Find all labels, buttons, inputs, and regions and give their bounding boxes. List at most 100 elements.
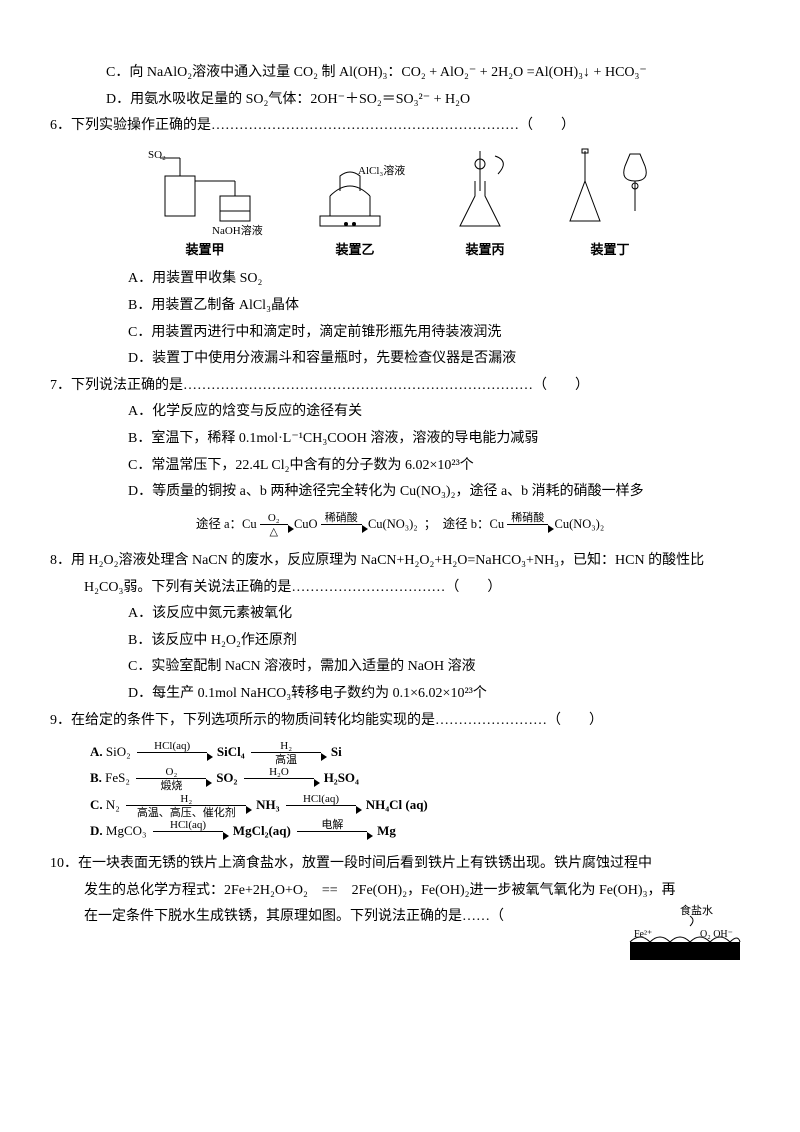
- rx-c-tag: C.: [90, 797, 103, 812]
- q8-opt-a: A．该反应中氮元素被氧化: [50, 601, 750, 628]
- rx-a-tag: A.: [90, 744, 103, 759]
- rx-d-a2-top: 电解: [297, 819, 367, 832]
- rx-d-tag: D.: [90, 823, 103, 838]
- route-a-end: Cu(NO₃)₂: [368, 517, 418, 531]
- q7-route: 途径 a：Cu O₂ △ CuO 稀硝酸 Cu(NO₃)₂ ； 途径 b：Cu …: [50, 512, 750, 538]
- naoh-label: NaOH溶液: [212, 223, 263, 236]
- q6-stem: 6．下列实验操作正确的是…………………………………………………………（ ）: [50, 113, 750, 140]
- rx-d-a2-bot: [297, 832, 367, 845]
- rx-b-arrow1: O₂ 煅烧: [136, 766, 206, 792]
- rx-c-arrow1: H₂ 高温、高压、催化剂: [126, 793, 246, 819]
- q8-opt-b: B．该反应中 H₂O₂作还原剂: [50, 628, 750, 655]
- route-b-arrow-bot: [507, 525, 548, 538]
- route-a-pre: 途径 a：Cu: [196, 517, 257, 531]
- rx-a-arrow2: H₂ 高温: [251, 740, 321, 766]
- route-sep: ；: [424, 517, 437, 531]
- rx-d-arrow2: 电解: [297, 819, 367, 845]
- rx-d-arrow1: HCl(aq): [153, 819, 223, 845]
- q8-stem-l1: 8．用 H₂O₂溶液处理含 NaCN 的废水，反应原理为 NaCN+H₂O₂+H…: [50, 548, 750, 575]
- q8-opt-d: D．每生产 0.1mol NaHCO₃转移电子数约为 0.1×6.02×10²³…: [50, 681, 750, 708]
- rx-c-a2-bot: [286, 806, 356, 819]
- rx-c-a1-bot: 高温、高压、催化剂: [126, 806, 246, 819]
- q6-fig-yi: AlCl₃溶液 装置乙: [300, 146, 410, 263]
- rx-c-end: NH₄Cl (aq): [366, 797, 428, 812]
- rx-b-a1-bot: 煅烧: [136, 779, 206, 792]
- fig-label-bing: 装置丙: [440, 238, 530, 263]
- route-a-arrow1-top: O₂: [260, 512, 288, 525]
- route-a-arrow2-bot: [321, 525, 362, 538]
- q6-opt-a: A．用装置甲收集 SO₂: [50, 266, 750, 293]
- rx-d-end: Mg: [377, 823, 396, 838]
- fig-label-ding: 装置丁: [560, 238, 660, 263]
- rx-b-start: FeS₂: [105, 770, 130, 785]
- apparatus-ding-svg: [560, 146, 660, 236]
- rx-a-a2-bot: 高温: [251, 753, 321, 766]
- q6-opt-d: D．装置丁中使用分液漏斗和容量瓶时，先要检查仪器是否漏液: [50, 346, 750, 373]
- q9-stem: 9．在给定的条件下，下列选项所示的物质间转化均能实现的是……………………（ ）: [50, 708, 750, 735]
- q6-fig-bing: 装置丙: [440, 146, 530, 263]
- route-b-arrow: 稀硝酸: [507, 512, 548, 538]
- route-a-arrow2-top: 稀硝酸: [321, 512, 362, 525]
- rx-b-end: H₂SO₄: [324, 770, 359, 785]
- q9-rx-c: C. N₂ H₂ 高温、高压、催化剂 NH₃ HCl(aq) NH₄Cl (aq…: [90, 793, 750, 819]
- rx-b-mid: SO₂: [216, 770, 237, 785]
- rx-c-mid: NH₃: [256, 797, 279, 812]
- rx-a-end: Si: [331, 744, 342, 759]
- q7-stem: 7．下列说法正确的是…………………………………………………………………（ ）: [50, 373, 750, 400]
- q8-stem-l2: H₂CO₃弱。下列有关说法正确的是……………………………（ ）: [50, 575, 750, 602]
- saltwater-diagram: 食盐水 Fe²⁺ O₂ OH⁻: [620, 904, 750, 964]
- q7-opt-b: B．室温下，稀释 0.1mol·L⁻¹CH₃COOH 溶液，溶液的导电能力减弱: [50, 426, 750, 453]
- option-d-line: D．用氨水吸收足量的 SO₂气体：2OH⁻＋SO₂＝SO₃²⁻ + H₂O: [50, 87, 750, 114]
- route-a-arrow1: O₂ △: [260, 512, 288, 538]
- rx-b-a1-top: O₂: [136, 766, 206, 779]
- q6-fig-jia: SO₂ NaOH溶液 装置甲: [140, 146, 270, 263]
- q8-opt-c: C．实验室配制 NaCN 溶液时，需加入适量的 NaOH 溶液: [50, 654, 750, 681]
- q7-opt-d: D．等质量的铜按 a、b 两种途径完全转化为 Cu(NO₃)₂，途径 a、b 消…: [50, 479, 750, 506]
- rx-d-a1-top: HCl(aq): [153, 819, 223, 832]
- rx-c-a2-top: HCl(aq): [286, 793, 356, 806]
- route-a-arrow1-bot: △: [260, 525, 288, 538]
- rx-a-mid: SiCl₄: [217, 744, 245, 759]
- rx-a-arrow1: HCl(aq): [137, 740, 207, 766]
- q7-opt-c: C．常温常压下，22.4L Cl₂中含有的分子数为 6.02×10²³个: [50, 453, 750, 480]
- q9-rx-b: B. FeS₂ O₂ 煅烧 SO₂ H₂O H₂SO₄: [90, 766, 750, 792]
- fig-label-jia: 装置甲: [140, 238, 270, 263]
- rx-a-a1-top: HCl(aq): [137, 740, 207, 753]
- q10-l1: 10．在一块表面无锈的铁片上滴食盐水，放置一段时间后看到铁片上有铁锈出现。铁片腐…: [50, 851, 750, 878]
- rx-c-start: N₂: [106, 797, 120, 812]
- route-b-pre: 途径 b：Cu: [443, 517, 504, 531]
- rx-b-a2-bot: [244, 779, 314, 792]
- rx-d-mid: MgCl₂(aq): [233, 823, 291, 838]
- option-c-line: C．向 NaAlO₂溶液中通入过量 CO₂ 制 Al(OH)₃：CO₂ + Al…: [50, 60, 750, 87]
- route-a-mid: CuO: [294, 517, 318, 531]
- fe2-label: Fe²⁺: [634, 929, 652, 940]
- q9-rx-d: D. MgCO₃ HCl(aq) MgCl₂(aq) 电解 Mg: [90, 819, 750, 845]
- route-b-end: Cu(NO₃)₂: [555, 517, 605, 531]
- so2-label: SO₂: [148, 149, 166, 161]
- apparatus-bing-svg: [440, 146, 530, 236]
- o2-oh-label: O₂ OH⁻: [700, 929, 733, 940]
- q9-rx-a: A. SiO₂ HCl(aq) SiCl₄ H₂ 高温 Si: [90, 740, 750, 766]
- alcl3-label: AlCl₃溶液: [358, 163, 405, 177]
- q10-l3-wrap: 食盐水 Fe²⁺ O₂ OH⁻ 在一定条件下脱水生成铁锈，其原理如图。下列说法正…: [50, 904, 750, 931]
- rx-b-arrow2: H₂O: [244, 766, 314, 792]
- q10-l2: 发生的总化学方程式：2Fe+2H₂O+O₂ == 2Fe(OH)₂，Fe(OH)…: [50, 878, 750, 905]
- rx-a-a2-top: H₂: [251, 740, 321, 753]
- route-a-arrow2: 稀硝酸: [321, 512, 362, 538]
- rx-b-a2-top: H₂O: [244, 766, 314, 779]
- apparatus-yi-svg: AlCl₃溶液: [300, 146, 410, 236]
- rx-c-a1-top: H₂: [126, 793, 246, 806]
- fig-label-yi: 装置乙: [300, 238, 410, 263]
- salt-top-label: 食盐水: [680, 904, 713, 917]
- q7-opt-a: A．化学反应的焓变与反应的途径有关: [50, 399, 750, 426]
- q10-l3: 在一定条件下脱水生成铁锈，其原理如图。下列说法正确的是……（: [84, 909, 504, 924]
- route-b-arrow-top: 稀硝酸: [507, 512, 548, 525]
- q6-opt-c: C．用装置丙进行中和滴定时，滴定前锥形瓶先用待装液润洗: [50, 320, 750, 347]
- q6-figure-row: SO₂ NaOH溶液 装置甲 AlCl₃溶液 装置乙: [50, 146, 750, 263]
- apparatus-jia-svg: SO₂ NaOH溶液: [140, 146, 270, 236]
- rx-c-arrow2: HCl(aq): [286, 793, 356, 819]
- rx-a-a1-bot: [137, 753, 207, 766]
- rx-d-a1-bot: [153, 832, 223, 845]
- q6-opt-b: B．用装置乙制备 AlCl₃晶体: [50, 293, 750, 320]
- q9-reactions: A. SiO₂ HCl(aq) SiCl₄ H₂ 高温 Si B. FeS₂ O…: [90, 740, 750, 845]
